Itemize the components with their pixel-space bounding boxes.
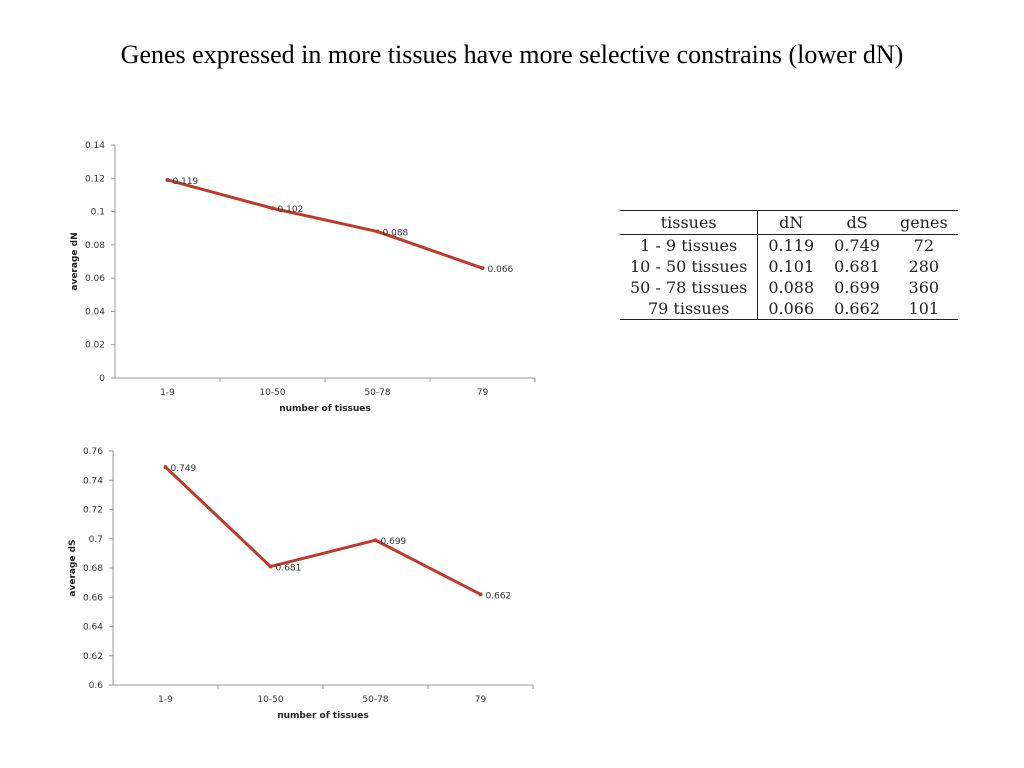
x-tick-label: 10-50 xyxy=(257,695,283,705)
data-point xyxy=(268,564,273,569)
data-point xyxy=(163,465,168,470)
y-tick-label: 0.08 xyxy=(85,241,105,251)
data-label: 0.066 xyxy=(488,265,514,275)
data-label: 0.088 xyxy=(383,229,409,239)
y-tick-label: 0.06 xyxy=(85,274,105,284)
cell-dn: 0.088 xyxy=(768,278,815,297)
data-point xyxy=(373,538,378,543)
cell-genes: 72 xyxy=(913,236,934,255)
summary-table: tissues dN dS genes 1 - 9 tissues 0.119 … xyxy=(620,210,958,320)
y-tick-label: 0.76 xyxy=(83,447,103,457)
data-point xyxy=(478,592,483,597)
data-point xyxy=(480,266,485,271)
y-tick-label: 0.6 xyxy=(89,681,104,691)
data-label: 0.102 xyxy=(278,205,304,215)
y-tick-label: 0.04 xyxy=(85,307,105,317)
data-point xyxy=(270,206,275,211)
cell-ds: 0.749 xyxy=(834,236,880,255)
x-tick-label: 1-9 xyxy=(158,695,173,705)
header-genes: genes xyxy=(889,210,958,235)
cell-genes: 360 xyxy=(908,278,940,297)
y-tick-label: 0.02 xyxy=(85,341,105,351)
data-label: 0.662 xyxy=(486,591,512,601)
series-line xyxy=(164,465,482,596)
y-tick-label: 0.14 xyxy=(85,141,105,151)
y-tick-label: 0.68 xyxy=(83,564,103,574)
y-tick-label: 0.72 xyxy=(83,506,103,516)
cell-tissues: 79 tissues xyxy=(620,298,759,320)
data-label: 0.119 xyxy=(173,177,199,187)
table-row: 79 tissues 0.066 0.662 101 xyxy=(620,298,958,320)
table-row: 50 - 78 tissues 0.088 0.699 360 xyxy=(620,277,958,298)
cell-ds: 0.662 xyxy=(824,298,890,320)
series-line xyxy=(167,178,483,270)
data-point xyxy=(165,177,170,182)
cell-dn: 0.066 xyxy=(757,298,825,320)
dn-line-chart: 0 0.02 0.04 0.06 0.08 0.1 0.12 0.14 1-9 10-50 50-7… xyxy=(70,141,536,414)
x-tick-label: 79 xyxy=(477,388,489,398)
x-tick-label: 50-78 xyxy=(362,695,388,705)
header-ds: dS xyxy=(824,210,890,235)
y-axis-title: average dS xyxy=(68,539,78,596)
x-axis-title: number of tissues xyxy=(277,711,369,721)
table-header-row: tissues dN dS genes xyxy=(620,210,958,235)
y-tick-label: 0.66 xyxy=(83,593,103,603)
data-point xyxy=(375,229,380,234)
x-tick-label: 50-78 xyxy=(364,388,390,398)
y-tick-label: 0.74 xyxy=(83,476,103,486)
y-tick-label: 0.62 xyxy=(83,652,103,662)
table-row: 10 - 50 tissues 0.101 0.681 280 xyxy=(620,256,958,277)
y-tick-label: 0.7 xyxy=(89,535,103,545)
data-label: 0.749 xyxy=(171,464,197,474)
x-tick-label: 79 xyxy=(475,695,487,705)
x-tick-label: 10-50 xyxy=(259,388,285,398)
cell-ds: 0.681 xyxy=(834,257,880,276)
y-tick-label: 0.12 xyxy=(85,174,105,184)
cell-tissues: 1 - 9 tissues xyxy=(620,234,759,256)
cell-genes: 280 xyxy=(908,257,940,276)
data-label: 0.699 xyxy=(381,537,407,547)
table-row: 1 - 9 tissues 0.119 0.749 72 xyxy=(620,234,958,256)
cell-tissues: 10 - 50 tissues xyxy=(620,256,759,277)
data-label: 0.681 xyxy=(276,564,302,574)
x-axis-title: number of tissues xyxy=(279,404,371,414)
y-tick-label: 0.1 xyxy=(91,208,105,218)
x-tick-label: 1-9 xyxy=(160,388,175,398)
slide-title: Genes expressed in more tissues have mor… xyxy=(120,40,904,69)
cell-dn: 0.101 xyxy=(768,257,815,276)
header-tissues: tissues xyxy=(620,210,759,235)
y-tick-label: 0.64 xyxy=(83,623,103,633)
cell-tissues: 50 - 78 tissues xyxy=(620,277,759,298)
cell-dn: 0.119 xyxy=(768,236,815,255)
header-dn: dN xyxy=(757,210,825,235)
y-tick-label: 0 xyxy=(99,374,105,384)
ds-line-chart: 0.6 0.62 0.64 0.66 0.68 0.7 0.72 0.74 0.76 1-9 10-… xyxy=(68,447,534,721)
cell-genes: 101 xyxy=(889,298,958,320)
cell-ds: 0.699 xyxy=(834,278,880,297)
y-axis-title: average dN xyxy=(70,232,80,290)
